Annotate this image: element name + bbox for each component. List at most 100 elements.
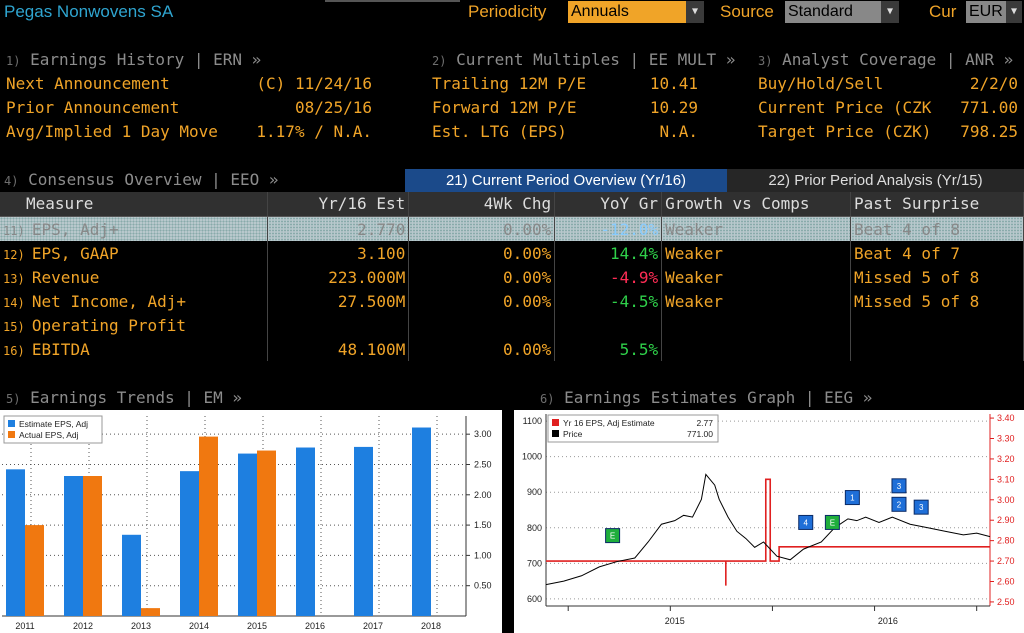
measure-label: EPS, Adj+	[31, 219, 119, 239]
cell-yoy-gr: -12.0%	[554, 217, 663, 241]
table-header: Measure Yr/16 Est 4Wk Chg YoY Gr Growth …	[0, 192, 1024, 217]
y-left-tick-label: 900	[527, 487, 542, 497]
tab-current-period[interactable]: 21) Current Period Overview (Yr/16)	[405, 169, 727, 193]
cell-yoy-gr: 14.4%	[554, 241, 663, 265]
y-right-tick-label: 3.00	[997, 495, 1015, 505]
legend-box	[547, 414, 719, 443]
event-marker-label: 4	[804, 518, 809, 527]
table-row[interactable]: 13) Revenue 223.000M 0.00% -4.9% Weaker Misse…	[0, 265, 1024, 289]
earnings-estimates-graph[interactable]: 600 700 800 900 1000 1100 2.50 2.60 2.70 2.80 2.90…	[514, 410, 1024, 633]
ern-number: 1)	[6, 54, 21, 68]
col-4wk[interactable]: 4Wk Chg	[408, 192, 556, 217]
em-panel-title[interactable]: 5) Earnings Trends | EM »	[6, 388, 242, 409]
y-left-tick-label: 600	[527, 594, 542, 604]
source-label: Source	[720, 2, 774, 21]
table-row[interactable]: 16) EBITDA 48.100M 0.00% 5.5%	[0, 337, 1024, 361]
anr-panel-title[interactable]: 3) Analyst Coverage | ANR »	[758, 50, 1013, 71]
tab-prior-period[interactable]: 22) Prior Period Analysis (Yr/15)	[727, 169, 1024, 193]
legend-swatch	[552, 419, 559, 426]
prior-announcement-value: 08/25/16	[294, 98, 372, 117]
table-row[interactable]: 12) EPS, GAAP 3.100 0.00% 14.4% Weaker Beat 4…	[0, 241, 1024, 265]
prior-announcement-label: Prior Announcement	[6, 98, 180, 117]
source-select[interactable]: Standard	[785, 1, 881, 23]
cell-est: 48.100M	[267, 337, 410, 361]
bar-estimate	[180, 471, 199, 616]
table-row[interactable]: 15) Operating Profit	[0, 313, 1024, 337]
y-tick-label: 1.50	[474, 520, 492, 530]
bar-actual	[199, 436, 218, 616]
measure-label: Operating Profit	[31, 315, 187, 335]
cell-4wk-chg	[408, 313, 556, 337]
periodicity-select[interactable]: Annuals	[568, 1, 686, 23]
measure-label: Revenue	[31, 267, 100, 287]
measure-label: Net Income, Adj+	[31, 291, 187, 311]
row-number: 11)	[3, 223, 32, 238]
source-dropdown-icon[interactable]: ▼	[881, 1, 899, 23]
anr-title: Analyst Coverage | ANR »	[782, 50, 1014, 69]
x-tick-label: 2011	[15, 621, 34, 631]
cell-est: 27.500M	[267, 289, 410, 313]
eeo-panel-title[interactable]: 4) Consensus Overview | EEO »	[4, 170, 279, 191]
y-right-tick-label: 3.30	[997, 434, 1015, 444]
bar-actual	[25, 525, 44, 616]
row-number: 14)	[3, 295, 32, 310]
event-marker	[798, 514, 814, 530]
cell-measure: 11) EPS, Adj+	[0, 217, 269, 241]
consensus-table: Measure Yr/16 Est 4Wk Chg YoY Gr Growth …	[0, 192, 1024, 217]
ern-title: Earnings History | ERN »	[30, 50, 262, 69]
cell-surprise	[850, 313, 1024, 337]
y-tick-label: 1.00	[474, 550, 492, 560]
cell-surprise: Beat 4 of 7	[850, 241, 1024, 265]
cell-4wk-chg: 0.00%	[408, 241, 556, 265]
table-row[interactable]: 11) EPS, Adj+ 2.770 0.00% -12.0% Weaker Beat …	[0, 217, 1024, 241]
cell-measure: 13) Revenue	[0, 265, 269, 289]
legend-value: 2.77	[696, 418, 713, 428]
cell-yoy-gr: -4.5%	[554, 289, 663, 313]
buy-hold-sell-value: 2/2/0	[969, 74, 1018, 93]
event-marker-label: E	[610, 532, 615, 541]
eeg-panel-title[interactable]: 6) Earnings Estimates Graph | EEG »	[540, 388, 872, 409]
target-price-value: 798.25	[960, 122, 1018, 141]
cell-measure: 15) Operating Profit	[0, 313, 269, 337]
row-number: 16)	[3, 343, 32, 358]
bar-actual	[83, 476, 102, 616]
y-left-tick-label: 1000	[522, 452, 542, 462]
legend-box	[3, 415, 103, 444]
y-right-tick-label: 2.50	[997, 597, 1015, 607]
row-number: 12)	[3, 247, 32, 262]
ltg-value: N.A.	[659, 122, 698, 141]
y-left-tick-label: 1100	[523, 416, 542, 426]
earnings-trends-chart[interactable]: 0.50 1.00 1.50 2.00 2.50 3.00 2011 2012 2013 2014…	[0, 410, 502, 633]
row-number: 15)	[3, 319, 32, 334]
ltg-label: Est. LTG (EPS)	[432, 122, 567, 141]
col-growth[interactable]: Growth vs Comps	[661, 192, 852, 217]
eeo-number: 4)	[4, 174, 19, 188]
price-line	[545, 473, 991, 586]
col-measure[interactable]: Measure	[0, 192, 269, 217]
x-tick-label: 2015	[247, 621, 267, 631]
event-marker	[824, 514, 840, 530]
col-est[interactable]: Yr/16 Est	[267, 192, 410, 217]
ern-panel-title[interactable]: 1) Earnings History | ERN »	[6, 50, 261, 71]
cell-growth	[661, 313, 851, 337]
event-marker-label: 2	[897, 500, 902, 509]
event-marker	[913, 499, 929, 515]
x-tick-label: 2017	[363, 621, 383, 631]
event-marker	[891, 478, 907, 494]
legend-swatch	[552, 430, 559, 437]
bar-actual	[141, 608, 160, 616]
cell-est	[267, 313, 410, 337]
mult-panel-title[interactable]: 2) Current Multiples | EE MULT »	[432, 50, 735, 71]
em-number: 5)	[6, 392, 21, 406]
x-tick-label: 2014	[189, 621, 209, 631]
event-marker	[605, 528, 621, 544]
consensus-table-body: 11) EPS, Adj+ 2.770 0.00% -12.0% Weaker Beat …	[0, 217, 1024, 361]
col-yoy[interactable]: YoY Gr	[554, 192, 663, 217]
currency-select[interactable]: EUR	[966, 1, 1006, 23]
periodicity-dropdown-icon[interactable]: ▼	[686, 1, 704, 23]
table-row[interactable]: 14) Net Income, Adj+ 27.500M 0.00% -4.5% Wea…	[0, 289, 1024, 313]
mult-number: 2)	[432, 54, 447, 68]
currency-dropdown-icon[interactable]: ▼	[1006, 1, 1022, 23]
row-number: 13)	[3, 271, 32, 286]
col-surprise[interactable]: Past Surprise	[850, 192, 1024, 217]
